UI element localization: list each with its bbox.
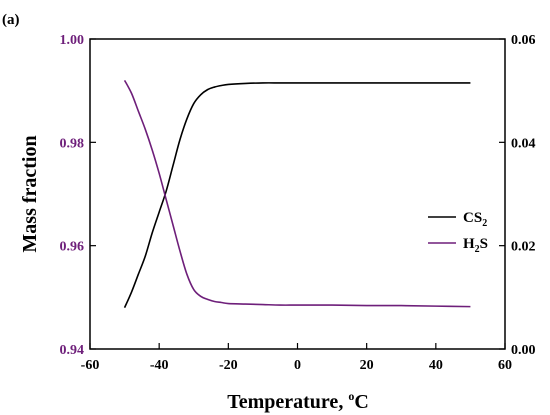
legend: CS2 H2S bbox=[428, 210, 488, 255]
y-right-tick-label: 0.00 bbox=[511, 343, 536, 358]
legend-label-cs2: CS2 bbox=[463, 210, 487, 229]
x-axis-label: Temperature, oC bbox=[227, 389, 369, 413]
x-tick-label: 40 bbox=[429, 358, 443, 373]
x-tick-label: -40 bbox=[150, 358, 169, 373]
y-left-tick-label: 1.00 bbox=[60, 33, 85, 48]
series-line-h2s bbox=[123, 79, 471, 308]
x-tick-label: -20 bbox=[219, 358, 238, 373]
x-tick-label: -60 bbox=[81, 358, 100, 373]
x-tick-label: 20 bbox=[360, 358, 374, 373]
y-right-tick-label: 0.04 bbox=[511, 136, 536, 151]
legend-label-h2s: H2S bbox=[463, 236, 488, 255]
x-tick-label: 0 bbox=[294, 358, 301, 373]
y-axis-label-left: Mass fraction bbox=[19, 135, 41, 252]
y-left-axis-ticks: 0.94 0.96 0.98 1.00 bbox=[60, 33, 96, 358]
y-left-tick-label: 0.98 bbox=[60, 136, 85, 151]
y-right-axis-ticks: 0.00 0.02 0.04 0.06 bbox=[499, 33, 536, 358]
y-right-tick-label: 0.06 bbox=[511, 33, 536, 48]
y-left-tick-label: 0.94 bbox=[60, 343, 85, 358]
y-right-tick-label: 0.02 bbox=[511, 240, 536, 255]
panel-label: (a) bbox=[2, 12, 20, 28]
series-line-cs2 bbox=[123, 82, 471, 308]
x-tick-label: 60 bbox=[498, 358, 512, 373]
plot-frame bbox=[89, 38, 506, 350]
x-axis-ticks: -60 -40 -20 0 20 40 60 bbox=[81, 343, 512, 373]
y-left-tick-label: 0.96 bbox=[60, 240, 85, 255]
